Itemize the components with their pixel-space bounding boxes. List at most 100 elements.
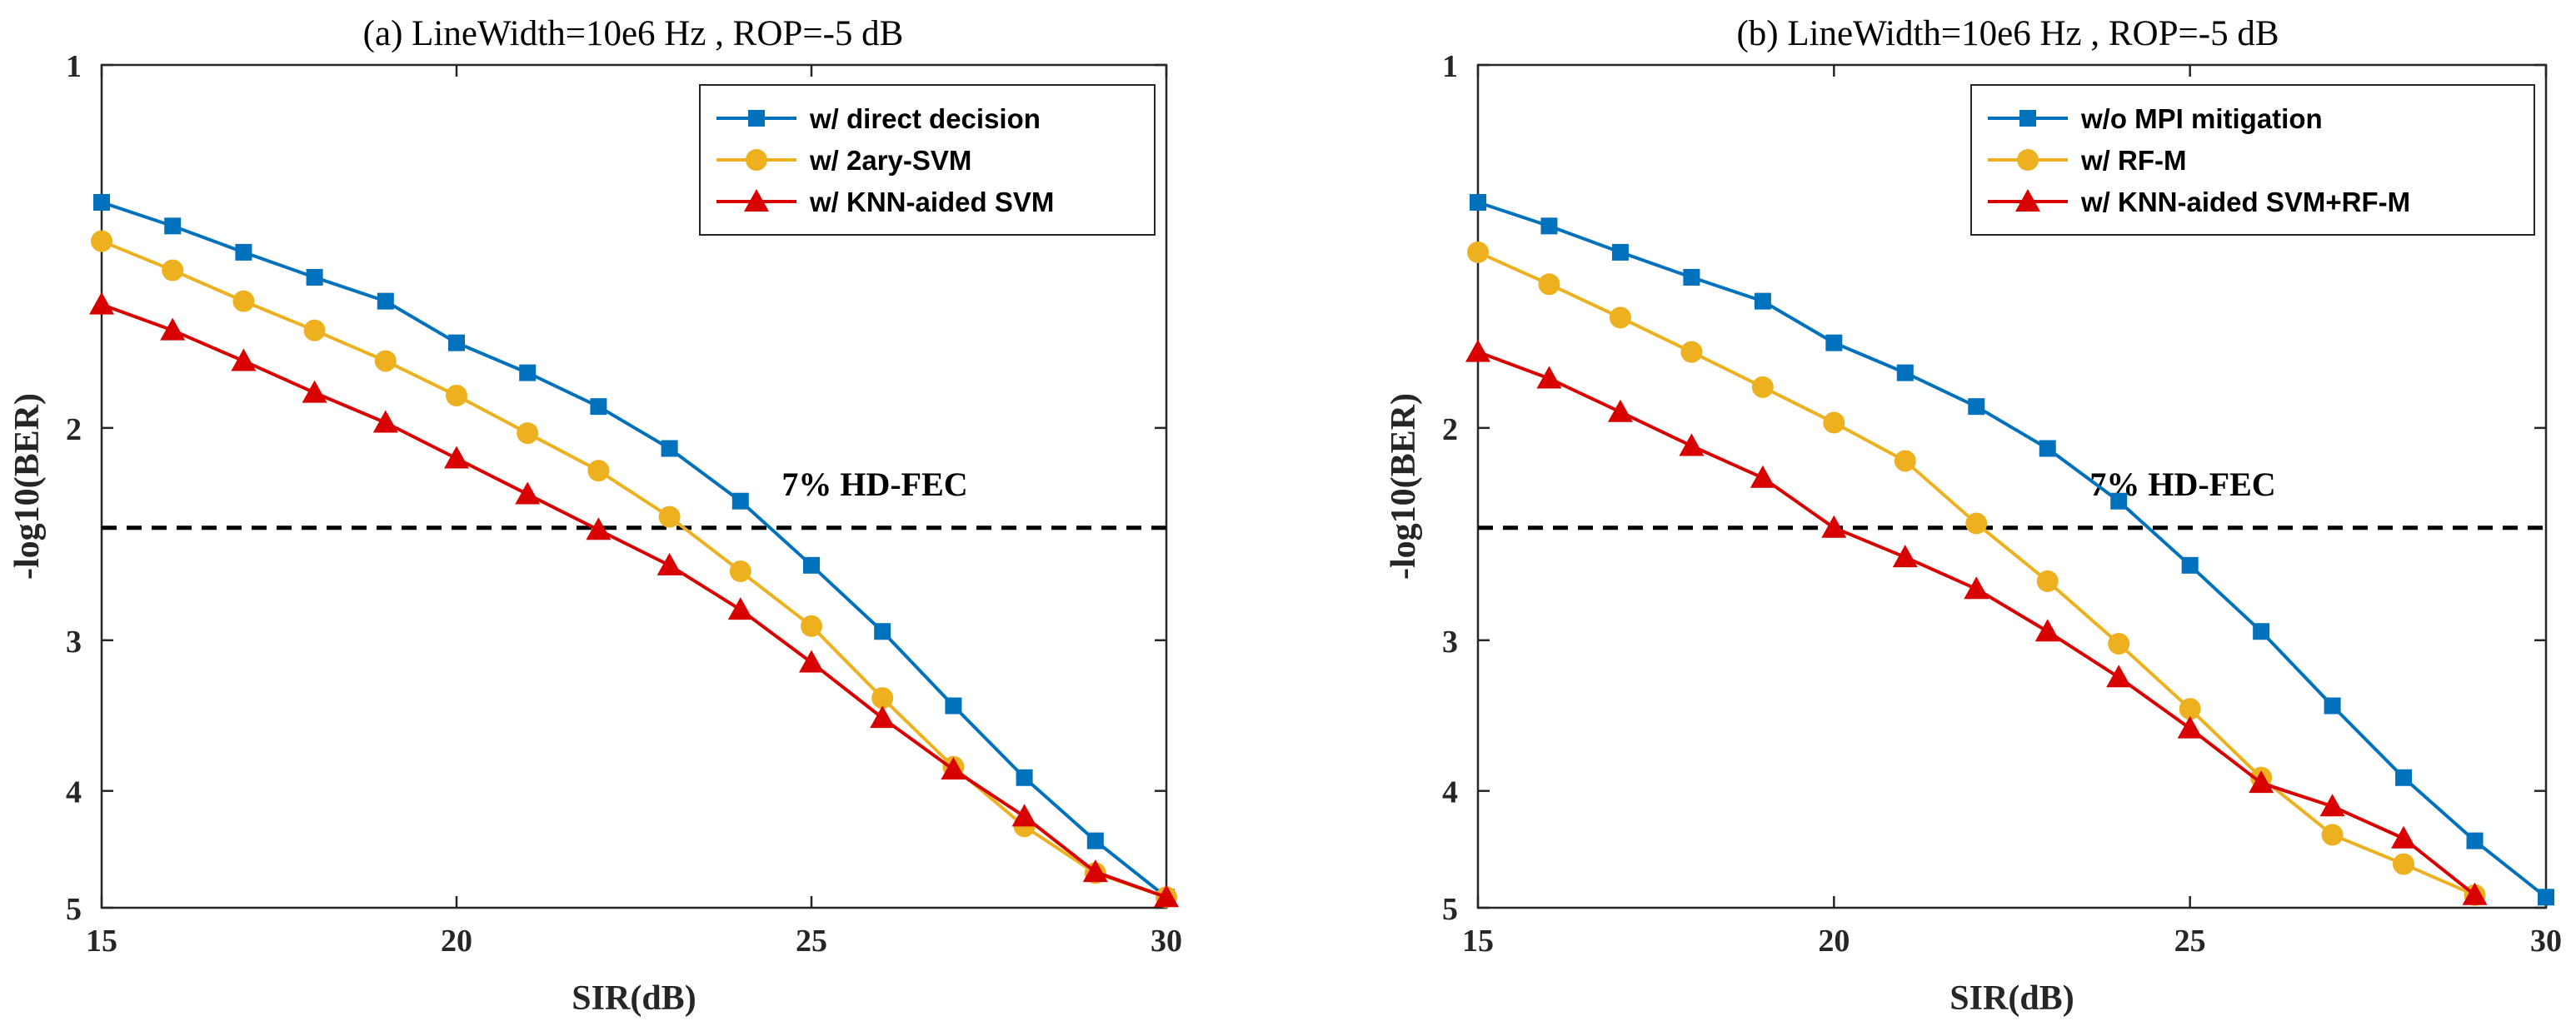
data-point-series-0 [874,623,891,640]
data-point-series-2 [1750,465,1775,488]
x-tick-label: 30 [2530,924,2562,959]
legend-marker-2 [2015,189,2040,212]
data-point-series-1 [1609,306,1631,329]
y-tick-label: 2 [66,412,82,447]
data-point-series-2 [1607,399,1633,422]
data-point-series-1 [658,506,681,528]
x-tick-label: 25 [2174,924,2206,959]
data-point-series-2 [1011,804,1037,827]
y-tick-label: 4 [1442,775,1458,810]
y-tick-label: 4 [66,775,82,810]
legend-label-1: w/ RF-M [2080,145,2186,176]
data-point-series-1 [2393,853,2415,875]
data-point-series-0 [803,556,820,574]
data-point-series-2 [1892,545,1918,568]
data-point-series-0 [164,217,182,235]
x-axis-label: SIR(dB) [572,979,696,1018]
data-point-series-2 [2391,825,2417,849]
data-point-series-0 [731,492,749,510]
data-point-series-2 [89,291,114,315]
data-point-series-2 [1082,859,1108,883]
data-point-series-0 [945,697,962,715]
data-point-series-2 [2106,665,2132,688]
data-point-series-2 [1465,339,1490,362]
chart-title: (b) LineWidth=10e6 Hz , ROP=-5 dB [1736,14,2279,53]
series-line-0 [1477,201,2548,899]
data-point-series-2 [1154,884,1179,908]
data-point-series-2 [656,552,682,575]
data-point-series-0 [1825,334,1843,351]
data-point-series-2 [1821,515,1847,538]
data-point-series-0 [93,193,110,211]
data-point-series-0 [1754,292,1771,310]
data-point-series-2 [1679,433,1705,456]
data-point-series-0 [2253,623,2270,640]
data-point-series-2 [231,348,257,371]
data-point-series-1 [1751,376,1774,398]
data-point-series-1 [801,615,822,637]
data-point-series-2 [799,650,824,673]
fec-threshold-label: 7% HD-FEC [781,466,967,503]
data-point-series-0 [1016,769,1033,786]
data-point-series-0 [519,364,537,381]
legend-label-1: w/ 2ary-SVM [809,145,971,176]
legend-label-0: w/o MPI mitigation [2080,103,2323,134]
data-point-series-1 [1965,512,1988,535]
data-point-series-1 [729,560,751,583]
legend: w/ direct decision w/ 2ary-SVM w/ KNN-aide… [699,84,1156,236]
data-point-series-1 [303,319,326,341]
data-point-series-2 [302,380,327,403]
data-point-series-1 [162,259,184,281]
data-point-series-2 [2034,619,2060,642]
x-tick-label: 20 [441,924,472,959]
data-point-series-0 [2466,832,2484,849]
data-point-series-1 [1894,450,1916,472]
y-tick-label: 5 [66,892,82,927]
data-point-series-0 [448,334,465,351]
plot-area [1476,63,2548,909]
data-point-series-2 [2177,715,2203,739]
legend-marker-1 [746,149,767,171]
legend-label-2: w/ KNN-aided SVM+RF-M [2080,187,2410,217]
data-point-series-1 [1823,411,1845,434]
legend-marker-2 [744,189,769,212]
data-point-series-0 [2039,440,2056,457]
series-line-1 [101,239,1167,899]
data-point-series-2 [1536,366,1562,389]
data-point-series-1 [2108,632,2130,655]
legend: w/o MPI mitigation w/ RF-M w/ KNN-aided SV… [1970,84,2535,236]
x-tick-label: 25 [796,924,827,959]
data-point-series-1 [587,460,610,482]
data-point-series-0 [377,292,394,310]
data-point-series-0 [2395,769,2413,786]
data-point-series-2 [727,597,753,620]
y-axis-label: -log10(BER) [1385,393,1423,580]
data-point-series-0 [306,268,323,286]
chart-title: (a) LineWidth=10e6 Hz , ROP=-5 dB [363,14,904,53]
data-point-series-2 [160,317,186,341]
legend-label-0: w/ direct decision [809,103,1041,134]
y-tick-label: 5 [1442,892,1458,927]
data-point-series-0 [1470,193,1486,211]
data-point-series-2 [2319,794,2345,817]
data-point-series-1 [1538,273,1560,296]
data-point-series-1 [91,230,112,252]
y-tick-label: 3 [66,625,82,660]
x-axis-label: SIR(dB) [1949,979,2074,1018]
data-point-series-0 [1611,243,1629,261]
data-point-series-1 [517,422,539,445]
data-point-series-0 [2110,492,2128,510]
data-point-series-2 [870,705,896,729]
data-point-series-1 [232,290,255,312]
data-point-series-1 [871,687,894,710]
data-point-series-0 [235,243,252,261]
legend-marker-0 [748,110,765,127]
data-point-series-2 [372,410,398,433]
y-tick-label: 3 [1442,625,1458,660]
data-point-series-0 [1086,832,1104,849]
data-point-series-0 [590,398,607,416]
plot-area [100,63,1168,909]
